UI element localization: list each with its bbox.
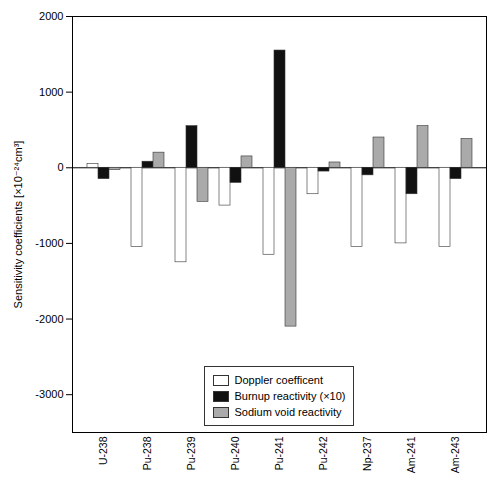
svg-text:-3000: -3000	[35, 388, 63, 400]
svg-text:Np-237: Np-237	[361, 436, 373, 471]
html-text:Doppler coefficent: Doppler coefficent	[234, 374, 323, 386]
svg-text:Pu-238: Pu-238	[141, 436, 153, 470]
svg-text:Pu-242: Pu-242	[317, 436, 329, 470]
svg-text:Pu-239: Pu-239	[185, 436, 197, 470]
svg-text:Pu-240: Pu-240	[229, 436, 241, 470]
html-text:Sodium void reactivity: Sodium void reactivity	[234, 406, 342, 418]
html-text:Burnup reactivity (×10): Burnup reactivity (×10)	[234, 390, 346, 402]
svg-text:Am-241: Am-241	[405, 436, 417, 473]
svg-text:2000: 2000	[39, 10, 63, 22]
svg-text:Sensitivity coefficients [×10⁻: Sensitivity coefficients [×10⁻²⁴cm³]	[12, 141, 24, 309]
svg-text:U-238: U-238	[97, 436, 109, 465]
svg-text:Am-243: Am-243	[449, 436, 461, 473]
svg-text:-1000: -1000	[35, 237, 63, 249]
svg-text:Pu-241: Pu-241	[273, 436, 285, 470]
svg-text:1000: 1000	[39, 86, 63, 98]
svg-text:-2000: -2000	[35, 313, 63, 325]
svg-text:0: 0	[57, 161, 63, 173]
